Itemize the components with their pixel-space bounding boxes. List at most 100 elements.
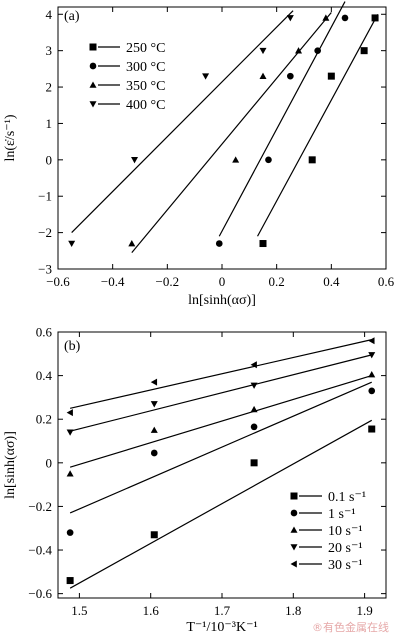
panel-b-y-axis-label: ln[sinh(ασ)]	[3, 431, 18, 499]
panel-a-legend-label-1: 250 °C	[126, 41, 165, 56]
panel-b-data-point-s3	[368, 371, 376, 378]
panel-a-legend-marker-3	[89, 81, 97, 88]
panel-b-fit-line-5	[69, 339, 372, 409]
panel-b-data-point-s2	[368, 387, 376, 395]
panel-b-y-tick-label: 0.4	[36, 368, 53, 383]
panel-b-y-tick-label: 0.2	[36, 412, 52, 427]
panel-b-x-tick-label: 1.5	[71, 603, 87, 618]
panel-a-data-point-s1	[371, 14, 379, 22]
panel-a-data-point-s3	[232, 156, 240, 163]
panel-a-legend-marker-1	[89, 43, 97, 51]
panel-b-legend-label-1: 0.1 s⁻¹	[328, 490, 366, 505]
panel-b-legend-marker-1	[290, 492, 298, 500]
panel-b-legend-label-3: 10 s⁻¹	[328, 524, 363, 539]
panel-a-legend-label-3: 350 °C	[126, 79, 165, 94]
panel-b-data-point-s2	[250, 423, 258, 431]
panel-a-legend-label-4: 400 °C	[126, 98, 165, 113]
panel-b-y-tick-label: 0.6	[36, 325, 53, 340]
panel-b-legend-label-4: 20 s⁻¹	[328, 541, 363, 556]
panel-b-data-point-s4	[66, 429, 74, 436]
panel-a-plot-frame	[57, 6, 387, 270]
panel-b-data-point-s3	[250, 405, 258, 413]
panel-b-legend-marker-5	[290, 560, 297, 568]
panel-b-x-axis-label: T⁻¹/10⁻³K⁻¹	[186, 620, 257, 635]
panel-b-data-point-s1	[250, 459, 258, 467]
panel-b-fit-line-4	[69, 354, 372, 432]
panel-b-chart: 1.5 1.6 1.7 1.8 1.9 −0.6 −0.4 −0.2 0 0.2 0.4 0.6 (b)…	[3, 325, 387, 635]
panel-b-legend-marker-3	[290, 526, 298, 533]
panel-a-data-point-s4	[68, 240, 76, 248]
panel-b-fit-line-1	[69, 419, 373, 589]
panel-b-fit-line-2	[69, 381, 372, 514]
panel-a-data-point-s3	[295, 47, 303, 54]
panel-a-data-point-s2	[314, 47, 321, 54]
panel-b-x-tick-label: 1.6	[143, 603, 160, 618]
panel-a-y-axis-label: ln(ε̇/s⁻¹)	[3, 114, 18, 161]
panel-a-data-point-s1	[360, 47, 368, 55]
panel-a-fit-line-4	[71, 10, 294, 234]
panel-a-y-tick-label: 0	[46, 152, 53, 167]
panel-b-data-point-s1	[368, 425, 376, 433]
panel-a-x-tick-label: 0.4	[323, 274, 340, 289]
panel-a-data-point-s3	[259, 72, 267, 79]
watermark: ®有色金属在线	[312, 620, 389, 634]
panel-b-data-point-s5	[368, 337, 375, 345]
panel-b-data-point-s2	[66, 529, 74, 536]
panel-a-data-point-s3	[322, 14, 330, 21]
panel-a-fit-line-2	[218, 1, 346, 237]
panel-b-x-tick-label: 1.8	[285, 603, 301, 618]
panel-b-data-point-s4	[368, 352, 376, 359]
panel-a-x-tick-label: −0.2	[156, 274, 180, 289]
panel-a-legend-marker-4	[89, 101, 97, 108]
panel-a-fit-line-1	[257, 13, 379, 237]
panel-a-data-point-s2	[265, 156, 272, 164]
panel-a-data-point-s2	[215, 240, 223, 247]
panel-a-x-tick-label: 0	[219, 274, 226, 289]
panel-a-data-point-s1	[259, 240, 267, 248]
panel-a-x-tick-label: −0.6	[46, 274, 70, 289]
panel-b-y-tick-label: −0.4	[28, 543, 52, 558]
panel-b-data-point-s5	[250, 361, 257, 369]
panel-b-y-tick-label: −0.2	[28, 499, 52, 514]
panel-b-data-point-s1	[66, 577, 74, 585]
panel-b-y-tick-label: 0	[46, 455, 53, 470]
panel-a-data-point-s2	[341, 14, 349, 22]
panel-b-data-point-s4	[150, 401, 158, 408]
panel-a-data-point-s1	[327, 72, 335, 80]
panel-a-y-tick-label: −1	[38, 189, 52, 204]
panel-b-legend-marker-4	[290, 544, 298, 551]
panel-a-data-point-s4	[259, 47, 267, 55]
panel-b-x-tick-label: 1.9	[356, 603, 372, 618]
panel-b-data-point-s3	[66, 470, 74, 477]
panel-a-data-point-s2	[287, 72, 294, 80]
panel-a-legend-marker-2	[89, 62, 97, 70]
panel-a-y-tick-label: −2	[38, 225, 52, 240]
panel-b-x-tick-label: 1.7	[214, 603, 231, 618]
panel-b-data-point-s5	[66, 409, 73, 417]
panel-b-data-point-s1	[150, 531, 158, 539]
panel-a-y-tick-label: −3	[38, 262, 52, 277]
panel-b-legend-label-5: 30 s⁻¹	[328, 558, 363, 573]
panel-b-panel-label: (b)	[64, 339, 81, 354]
panel-a-y-tick-label: 4	[46, 7, 53, 22]
panel-a-x-axis-label: ln[sinh(ασ)]	[188, 293, 256, 308]
panel-a-x-tick-label: −0.4	[101, 274, 125, 289]
panel-b-data-point-s4	[250, 382, 258, 389]
panel-a-chart: −0.6 −0.4 −0.2 0 0.2 0.4 0.6 −3 −2 −1 0 1 2 3 4 (a) ln[s…	[3, 1, 395, 308]
panel-b-y-tick-label: −0.6	[28, 586, 52, 601]
panel-b-fit-line-3	[69, 375, 372, 468]
panel-a-y-tick-label: 3	[46, 43, 53, 58]
panel-b-data-point-s3	[150, 426, 158, 433]
panel-a-data-point-s1	[308, 156, 316, 164]
panel-a-data-point-s4	[131, 157, 139, 164]
panel-a-y-tick-label: 1	[46, 116, 53, 131]
panel-b-legend-label-2: 1 s⁻¹	[328, 507, 356, 522]
panel-a-data-point-s4	[286, 15, 294, 22]
panel-b-data-point-s2	[150, 449, 158, 457]
panel-a-x-tick-label: 0.2	[269, 274, 285, 289]
panel-a-data-point-s4	[202, 73, 210, 80]
panel-a-data-point-s3	[128, 240, 136, 247]
panel-a-panel-label: (a)	[64, 9, 80, 24]
panel-a-x-tick-label: 0.6	[378, 274, 395, 289]
